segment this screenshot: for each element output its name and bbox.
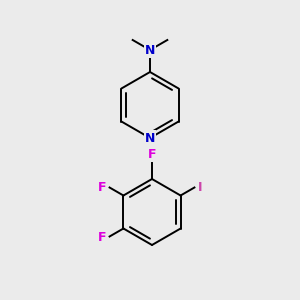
Text: F: F <box>98 231 106 244</box>
Text: F: F <box>98 181 106 194</box>
Text: N: N <box>145 131 155 145</box>
Text: I: I <box>197 181 202 194</box>
Text: F: F <box>148 148 156 161</box>
Text: N: N <box>145 44 155 56</box>
